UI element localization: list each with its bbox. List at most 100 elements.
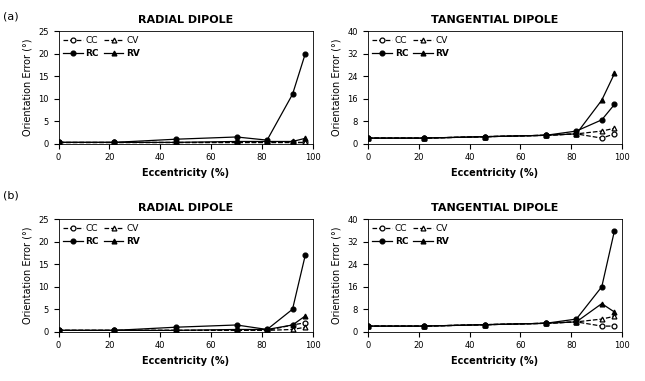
Line: CV: CV: [56, 140, 308, 145]
RC: [364, 324, 372, 328]
Line: CC: CC: [56, 320, 308, 333]
CV: [420, 136, 428, 140]
RC: [573, 317, 580, 321]
Legend: CC, RC, CV, RV: CC, RC, CV, RV: [61, 222, 142, 248]
RV: [420, 324, 428, 328]
Line: RC: RC: [56, 253, 308, 333]
RC: [289, 307, 297, 312]
RC: [542, 133, 550, 138]
CV: [598, 317, 606, 321]
RV: [573, 131, 580, 136]
RC: [289, 92, 297, 96]
Line: RV: RV: [365, 71, 617, 141]
CV: [611, 126, 619, 131]
Line: RV: RV: [56, 136, 308, 145]
RC: [598, 285, 606, 289]
RC: [263, 138, 271, 142]
CC: [598, 324, 606, 328]
RC: [301, 253, 309, 258]
Line: RV: RV: [56, 314, 308, 333]
Line: RC: RC: [365, 228, 617, 328]
CV: [542, 321, 550, 326]
RV: [263, 327, 271, 332]
X-axis label: Eccentricity (%): Eccentricity (%): [451, 356, 539, 366]
RV: [301, 136, 309, 141]
CC: [55, 328, 63, 333]
CV: [172, 328, 179, 333]
RV: [233, 139, 241, 144]
CC: [289, 323, 297, 327]
CC: [573, 320, 580, 324]
RC: [172, 325, 179, 330]
X-axis label: Eccentricity (%): Eccentricity (%): [142, 356, 229, 366]
RV: [611, 71, 619, 76]
Line: RC: RC: [365, 102, 617, 141]
Title: RADIAL DIPOLE: RADIAL DIPOLE: [138, 203, 233, 213]
CV: [263, 328, 271, 333]
Text: (a): (a): [3, 11, 19, 21]
CC: [301, 320, 309, 325]
Y-axis label: Orientation Error (°): Orientation Error (°): [23, 227, 33, 324]
CV: [55, 328, 63, 333]
RV: [55, 328, 63, 333]
RC: [420, 136, 428, 140]
RV: [110, 328, 118, 333]
CV: [110, 140, 118, 145]
Line: CV: CV: [365, 314, 617, 328]
CC: [301, 140, 309, 145]
Line: RC: RC: [56, 51, 308, 145]
RC: [55, 328, 63, 333]
Line: CC: CC: [365, 319, 617, 328]
Legend: CC, RC, CV, RV: CC, RC, CV, RV: [370, 34, 451, 60]
CV: [301, 140, 309, 145]
Line: CV: CV: [365, 126, 617, 141]
CV: [233, 328, 241, 333]
RC: [233, 323, 241, 327]
Legend: CC, RC, CV, RV: CC, RC, CV, RV: [370, 222, 451, 248]
Text: (b): (b): [3, 190, 19, 200]
CC: [289, 140, 297, 145]
CC: [364, 324, 372, 328]
CC: [573, 131, 580, 136]
RC: [420, 324, 428, 328]
CV: [420, 324, 428, 328]
CC: [420, 136, 428, 140]
CC: [172, 328, 179, 333]
CV: [55, 140, 63, 145]
CC: [233, 328, 241, 333]
CC: [611, 324, 619, 328]
CV: [481, 134, 489, 139]
X-axis label: Eccentricity (%): Eccentricity (%): [451, 168, 539, 178]
CV: [301, 325, 309, 330]
Y-axis label: Orientation Error (°): Orientation Error (°): [332, 227, 342, 324]
RV: [289, 323, 297, 327]
CV: [289, 327, 297, 332]
RV: [598, 98, 606, 102]
Line: CV: CV: [56, 325, 308, 333]
Line: RV: RV: [365, 301, 617, 328]
Line: CC: CC: [365, 131, 617, 141]
Title: RADIAL DIPOLE: RADIAL DIPOLE: [138, 15, 233, 25]
RC: [573, 129, 580, 133]
RV: [55, 140, 63, 145]
Y-axis label: Orientation Error (°): Orientation Error (°): [332, 39, 342, 136]
RV: [420, 136, 428, 140]
CC: [598, 136, 606, 140]
CC: [420, 324, 428, 328]
CV: [233, 140, 241, 145]
CC: [172, 140, 179, 145]
CV: [364, 324, 372, 328]
RV: [542, 321, 550, 326]
RV: [542, 133, 550, 138]
CC: [542, 321, 550, 326]
RV: [110, 140, 118, 145]
Title: TANGENTIAL DIPOLE: TANGENTIAL DIPOLE: [432, 203, 559, 213]
Title: TANGENTIAL DIPOLE: TANGENTIAL DIPOLE: [432, 15, 559, 25]
CV: [611, 314, 619, 319]
CV: [110, 328, 118, 333]
CC: [542, 133, 550, 138]
CV: [542, 133, 550, 138]
RV: [172, 328, 179, 333]
CC: [110, 140, 118, 145]
CC: [611, 131, 619, 136]
